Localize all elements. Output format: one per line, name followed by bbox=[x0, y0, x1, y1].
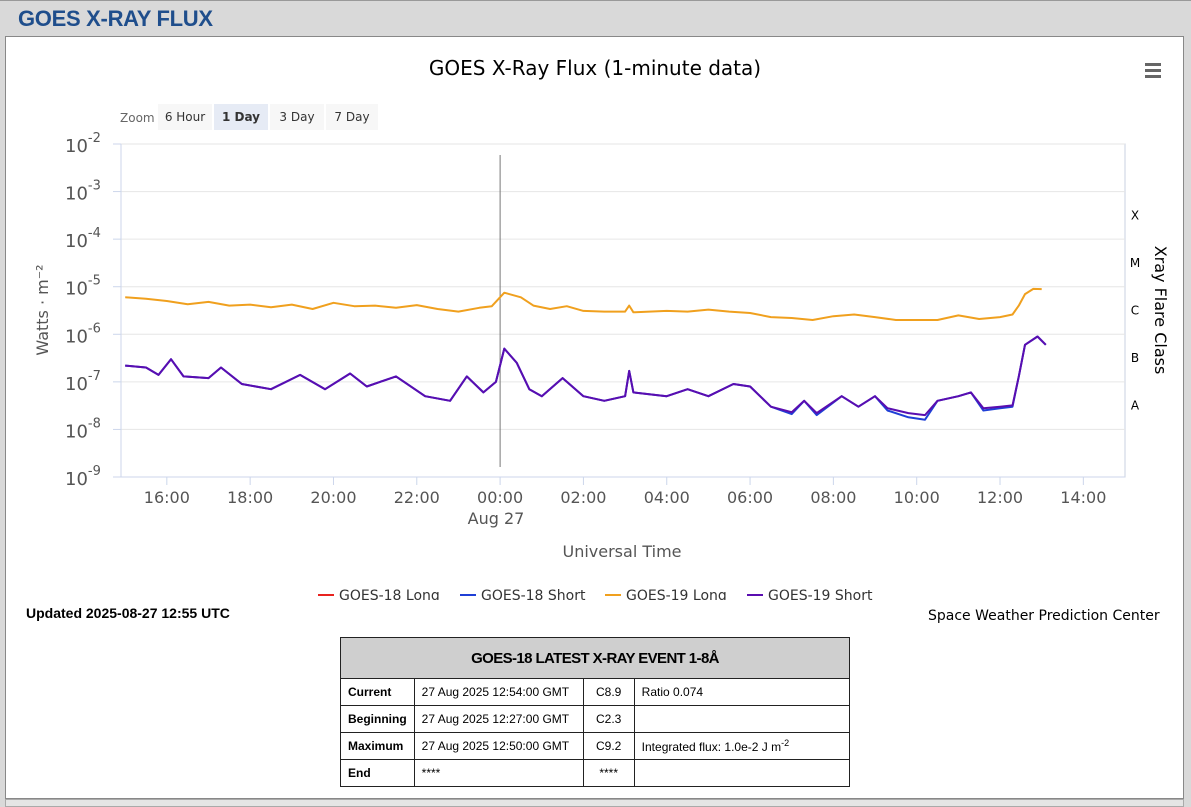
event-table-title: GOES-18 LATEST X-RAY EVENT 1-8Å bbox=[340, 637, 850, 679]
y-tick-label: 10-7 bbox=[65, 369, 101, 395]
row-class: C2.3 bbox=[582, 705, 635, 733]
x-axis-title: Universal Time bbox=[562, 542, 681, 561]
row-label: End bbox=[340, 759, 415, 787]
plot-border bbox=[120, 143, 1126, 478]
row-time: 27 Aug 2025 12:27:00 GMT bbox=[413, 705, 584, 733]
chart-grid bbox=[120, 143, 1126, 478]
x-tick-label: 10:00 bbox=[894, 488, 940, 507]
zoom-buttons: 6 Hour 1 Day 3 Day 7 Day bbox=[158, 104, 378, 130]
table-row: End **** **** bbox=[340, 759, 851, 787]
menu-icon[interactable] bbox=[1140, 58, 1166, 80]
zoom-button-label: 3 Day bbox=[279, 110, 314, 124]
credit-text: Space Weather Prediction Center bbox=[928, 608, 1160, 624]
y-axis-ticks: 10-9 10-8 10-7 10-6 10-5 10-4 10-3 10-2 bbox=[65, 131, 121, 490]
row-note: Integrated flux: 1.0e-2 J m-2 bbox=[633, 732, 851, 760]
y-axis-title: Watts · m⁻² bbox=[33, 264, 52, 355]
table-row: Beginning 27 Aug 2025 12:27:00 GMT C2.3 bbox=[340, 705, 851, 733]
flare-class-labels: A B C M X bbox=[1130, 208, 1140, 412]
chart-title: GOES X-Ray Flux (1-minute data) bbox=[429, 56, 761, 80]
row-time: **** bbox=[413, 759, 584, 787]
zoom-button-6-hour[interactable]: 6 Hour bbox=[158, 104, 212, 130]
row-time: 27 Aug 2025 12:54:00 GMT bbox=[413, 678, 584, 706]
flare-class-label: M bbox=[1130, 256, 1140, 270]
row-label: Beginning bbox=[340, 705, 415, 733]
x-tick-label: 08:00 bbox=[810, 488, 856, 507]
series-line-goes-19-short bbox=[125, 335, 1047, 417]
zoom-button-3-day[interactable]: 3 Day bbox=[270, 104, 324, 130]
y2-axis-title: Xray Flare Class bbox=[1151, 246, 1170, 375]
y-tick-label: 10-2 bbox=[65, 131, 101, 157]
flare-class-label: A bbox=[1131, 399, 1140, 413]
row-note bbox=[633, 759, 851, 787]
y-tick-label: 10-3 bbox=[65, 179, 101, 205]
x-axis-ticks: 16:00 18:00 20:00 22:00 00:00 02:00 04:00 06:00… bbox=[144, 477, 1106, 507]
zoom-button-bg bbox=[158, 104, 212, 130]
row-class: C9.2 bbox=[582, 732, 635, 760]
zoom-button-label: 1 Day bbox=[222, 110, 260, 124]
y-tick-label: 10-8 bbox=[65, 416, 101, 442]
row-label: Maximum bbox=[340, 732, 415, 760]
legend-item: GOES-19 Long bbox=[626, 588, 727, 600]
zoom-button-label: 7 Day bbox=[334, 110, 369, 124]
x-tick-label: 16:00 bbox=[144, 488, 190, 507]
row-time: 27 Aug 2025 12:50:00 GMT bbox=[413, 732, 584, 760]
y-tick-label: 10-9 bbox=[65, 464, 101, 490]
x-tick-label: 04:00 bbox=[644, 488, 690, 507]
y-tick-label: 10-6 bbox=[65, 321, 101, 347]
x-tick-label: 18:00 bbox=[227, 488, 273, 507]
table-row: Current 27 Aug 2025 12:54:00 GMT C8.9 Ra… bbox=[340, 678, 851, 706]
flare-class-label: C bbox=[1131, 304, 1139, 318]
row-note-text: Integrated flux: 1.0e-2 J m bbox=[641, 740, 782, 754]
zoom-button-label: 6 Hour bbox=[165, 110, 205, 124]
zoom-button-bg bbox=[270, 104, 324, 130]
x-tick-label: 12:00 bbox=[977, 488, 1023, 507]
row-label: Current bbox=[340, 678, 415, 706]
x-tick-label: 06:00 bbox=[727, 488, 773, 507]
row-note: Ratio 0.074 bbox=[633, 678, 851, 706]
page-title: GOES X-RAY FLUX bbox=[18, 6, 213, 31]
x-tick-label: 00:00 bbox=[477, 488, 523, 507]
legend-item: GOES-18 Long bbox=[339, 588, 440, 600]
y-tick-label: 10-4 bbox=[65, 226, 101, 252]
footer-strip bbox=[5, 799, 1184, 807]
zoom-label: Zoom bbox=[120, 111, 155, 125]
flare-class-label: B bbox=[1131, 351, 1139, 365]
x-tick-label: 02:00 bbox=[560, 488, 606, 507]
x-tick-label: 20:00 bbox=[310, 488, 356, 507]
zoom-button-bg bbox=[326, 104, 378, 130]
x-tick-label: 14:00 bbox=[1060, 488, 1106, 507]
y-tick-label: 10-5 bbox=[65, 274, 101, 300]
xray-flux-chart: GOES X-Ray Flux (1-minute data) Zoom 6 H… bbox=[33, 56, 1170, 600]
legend-item: GOES-19 Short bbox=[768, 588, 873, 600]
zoom-button-1-day[interactable]: 1 Day bbox=[214, 104, 268, 130]
row-note bbox=[633, 705, 851, 733]
page-header: GOES X-RAY FLUX bbox=[0, 0, 1191, 36]
flare-class-label: X bbox=[1131, 208, 1139, 222]
updated-timestamp: Updated 2025-08-27 12:55 UTC bbox=[26, 605, 230, 621]
x-tick-label: 22:00 bbox=[394, 488, 440, 507]
series-line-goes-18-short bbox=[125, 335, 1047, 421]
row-class: **** bbox=[582, 759, 635, 787]
zoom-button-7-day[interactable]: 7 Day bbox=[326, 104, 378, 130]
series-lines bbox=[125, 287, 1047, 421]
legend-item: GOES-18 Short bbox=[481, 588, 586, 600]
table-row: Maximum 27 Aug 2025 12:50:00 GMT C9.2 In… bbox=[340, 732, 851, 760]
row-note-superscript: -2 bbox=[781, 738, 790, 748]
row-class: C8.9 bbox=[582, 678, 635, 706]
zoom-button-bg bbox=[214, 104, 268, 130]
series-line-goes-19-long bbox=[125, 287, 1042, 321]
latest-event-table: GOES-18 LATEST X-RAY EVENT 1-8Å Current … bbox=[340, 637, 851, 787]
date-label: Aug 27 bbox=[468, 509, 525, 528]
chart-legend: GOES-18 Long GOES-18 Short GOES-19 Long GOE… bbox=[318, 588, 873, 600]
